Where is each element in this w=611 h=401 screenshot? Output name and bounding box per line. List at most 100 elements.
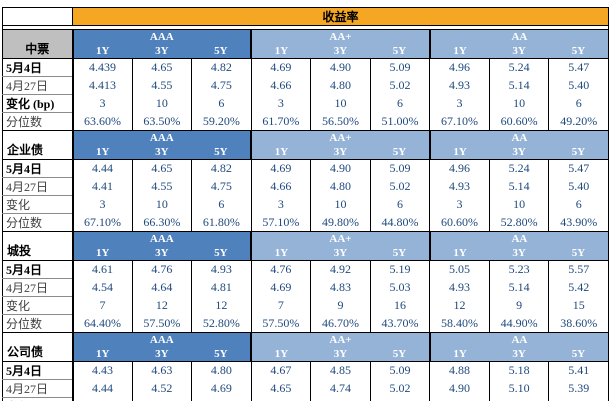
value-cell: 52.80% bbox=[488, 213, 549, 232]
value-cell: 12 bbox=[131, 296, 192, 315]
value-cell: 4.65 bbox=[250, 379, 311, 398]
tenor-row: 1Y 3Y 5Y 1Y 3Y 5Y 1Y 3Y 5Y bbox=[3, 43, 609, 59]
value-cell: 6 bbox=[369, 397, 430, 401]
yield-header-row: 收益率 bbox=[2, 7, 609, 26]
value-cell: 44.90% bbox=[488, 314, 549, 333]
tenor-row: 1Y 3Y 5Y 1Y 3Y 5Y 1Y 3Y 5Y bbox=[3, 144, 609, 160]
value-cell: 4.55 bbox=[131, 177, 192, 196]
value-cell: 4.69 bbox=[191, 379, 252, 398]
value-cell: 4.52 bbox=[131, 379, 192, 398]
value-cell: 43.90% bbox=[548, 213, 609, 232]
row-label: 4月27日 bbox=[2, 379, 74, 398]
value-cell: 4.85 bbox=[310, 361, 371, 380]
value-cell: 49.20% bbox=[548, 112, 609, 131]
tenor-row: 1Y 3Y 5Y 1Y 3Y 5Y 1Y 3Y 5Y bbox=[3, 346, 609, 362]
value-cell: 4.66 bbox=[250, 177, 311, 196]
value-cell: 38.60% bbox=[548, 314, 609, 333]
value-cell: 4.88 bbox=[429, 361, 490, 380]
value-cell: 67.10% bbox=[429, 112, 490, 131]
value-cell: 46.70% bbox=[310, 314, 371, 333]
value-cell: 4.80 bbox=[310, 76, 371, 95]
value-cell: 9 bbox=[488, 296, 549, 315]
tenor-header: 5Y bbox=[370, 43, 430, 59]
value-cell: 10 bbox=[488, 195, 549, 214]
value-cell: 3 bbox=[250, 195, 311, 214]
value-cell: 56.50% bbox=[310, 112, 371, 131]
tenor-header: 5Y bbox=[548, 346, 609, 362]
data-row: 4月27日 4.41 4.55 4.75 4.66 4.80 5.02 4.93 5.14 5.… bbox=[2, 177, 609, 196]
tenor-header: 1Y bbox=[428, 144, 490, 160]
row-label: 变化 bbox=[2, 296, 74, 315]
value-cell: 4.90 bbox=[310, 159, 371, 178]
value-cell: 5.40 bbox=[548, 177, 609, 196]
value-cell: 4.64 bbox=[131, 278, 192, 297]
tenor-header: 3Y bbox=[132, 346, 192, 362]
value-cell: 4.93 bbox=[429, 76, 490, 95]
row-label: 5月4日 bbox=[2, 260, 74, 279]
value-cell: 10 bbox=[131, 195, 192, 214]
value-cell: 4.44 bbox=[72, 159, 133, 178]
spacer-cell bbox=[2, 25, 609, 30]
tenor-header: 5Y bbox=[370, 346, 430, 362]
value-cell: 5.03 bbox=[369, 278, 430, 297]
value-cell: 5.18 bbox=[488, 361, 549, 380]
value-cell: 9 bbox=[310, 296, 371, 315]
data-row: 5月4日 4.61 4.76 4.93 4.76 4.92 5.19 5.05 5.23 5.5… bbox=[2, 260, 609, 279]
value-cell: 5.02 bbox=[369, 177, 430, 196]
value-cell: 10 bbox=[131, 94, 192, 113]
rating-row: 中票 AAA AA+ AA bbox=[2, 29, 609, 59]
tenor-header: 3Y bbox=[310, 245, 371, 261]
value-cell: 4.65 bbox=[131, 58, 192, 77]
data-row: 变化 (bp) 3 10 6 3 10 6 3 10 6 bbox=[2, 94, 609, 113]
data-row: 4月27日 4.54 4.64 4.81 4.69 4.83 5.03 4.93 5.14 5.… bbox=[2, 278, 609, 297]
value-cell: 5.47 bbox=[548, 58, 609, 77]
section-chengtou: 城投 AAA AA+ AA 1Y 3Y 5Y 1Y 3Y 5Y 1Y 3Y 5Y… bbox=[2, 231, 609, 333]
value-cell: 2 bbox=[548, 397, 609, 401]
value-cell: 4.74 bbox=[310, 379, 371, 398]
value-cell: 4.67 bbox=[250, 361, 311, 380]
tenor-header: 5Y bbox=[191, 144, 252, 160]
value-cell: 4.69 bbox=[250, 58, 311, 77]
tenor-header: 3Y bbox=[310, 346, 371, 362]
value-cell: 4.55 bbox=[131, 76, 192, 95]
value-cell: 67.10% bbox=[72, 213, 133, 232]
tenor-header: 1Y bbox=[428, 43, 490, 59]
value-cell: 1 bbox=[250, 397, 311, 401]
value-cell: 3 bbox=[72, 94, 133, 113]
row-label: 4月27日 bbox=[2, 278, 74, 297]
row-label: 变化 bbox=[2, 195, 74, 214]
value-cell: 4.93 bbox=[429, 177, 490, 196]
value-cell: 4.75 bbox=[191, 177, 252, 196]
tenor-header: 3Y bbox=[132, 144, 192, 160]
data-row: 变化 7 12 12 7 9 16 12 9 15 bbox=[2, 296, 609, 315]
rating-header-aaa: AAA bbox=[71, 29, 252, 44]
rating-header-aaa: AAA bbox=[71, 130, 252, 145]
data-row: 分位数 63.60% 63.50% 59.20% 61.70% 56.50% 51.00%… bbox=[2, 112, 609, 131]
tenor-header: 5Y bbox=[548, 245, 609, 261]
value-cell: 6 bbox=[369, 94, 430, 113]
tenor-header: 3Y bbox=[132, 43, 192, 59]
value-cell: 3 bbox=[429, 94, 490, 113]
value-cell: 15 bbox=[548, 296, 609, 315]
value-cell: 4.54 bbox=[72, 278, 133, 297]
value-cell: 4.93 bbox=[191, 260, 252, 279]
tenor-header: 5Y bbox=[191, 43, 252, 59]
yield-table: 收益率 中票 AAA AA+ AA 1Y 3Y 5Y 1Y 3Y 5Y 1Y 3… bbox=[2, 7, 609, 401]
value-cell: 6 bbox=[548, 195, 609, 214]
tenor-header: 3Y bbox=[489, 43, 549, 59]
value-cell: 61.70% bbox=[250, 112, 311, 131]
rating-header-aa-plus: AA+ bbox=[250, 130, 430, 145]
value-cell: 16 bbox=[369, 296, 430, 315]
value-cell: 4.82 bbox=[191, 58, 252, 77]
data-row: 4月27日 4.413 4.55 4.75 4.66 4.80 5.02 4.93 5.14 5… bbox=[2, 76, 609, 95]
tenor-header: 5Y bbox=[191, 346, 252, 362]
section-label: 中票 bbox=[2, 29, 74, 59]
data-row: 5月4日 4.43 4.63 4.80 4.67 4.85 5.09 4.88 5.18 5.4… bbox=[2, 361, 609, 380]
rating-header-aaa: AAA bbox=[71, 231, 252, 246]
row-label: 5月4日 bbox=[2, 58, 74, 77]
section-qiyezhai: 企业债 AAA AA+ AA 1Y 3Y 5Y 1Y 3Y 5Y 1Y 3Y 5… bbox=[2, 130, 609, 232]
row-label: 5月4日 bbox=[2, 159, 74, 178]
value-cell: 64.40% bbox=[72, 314, 133, 333]
value-cell: 43.70% bbox=[369, 314, 430, 333]
data-row: 分位数 64.40% 57.50% 52.80% 57.50% 46.70% 43.70%… bbox=[2, 314, 609, 333]
